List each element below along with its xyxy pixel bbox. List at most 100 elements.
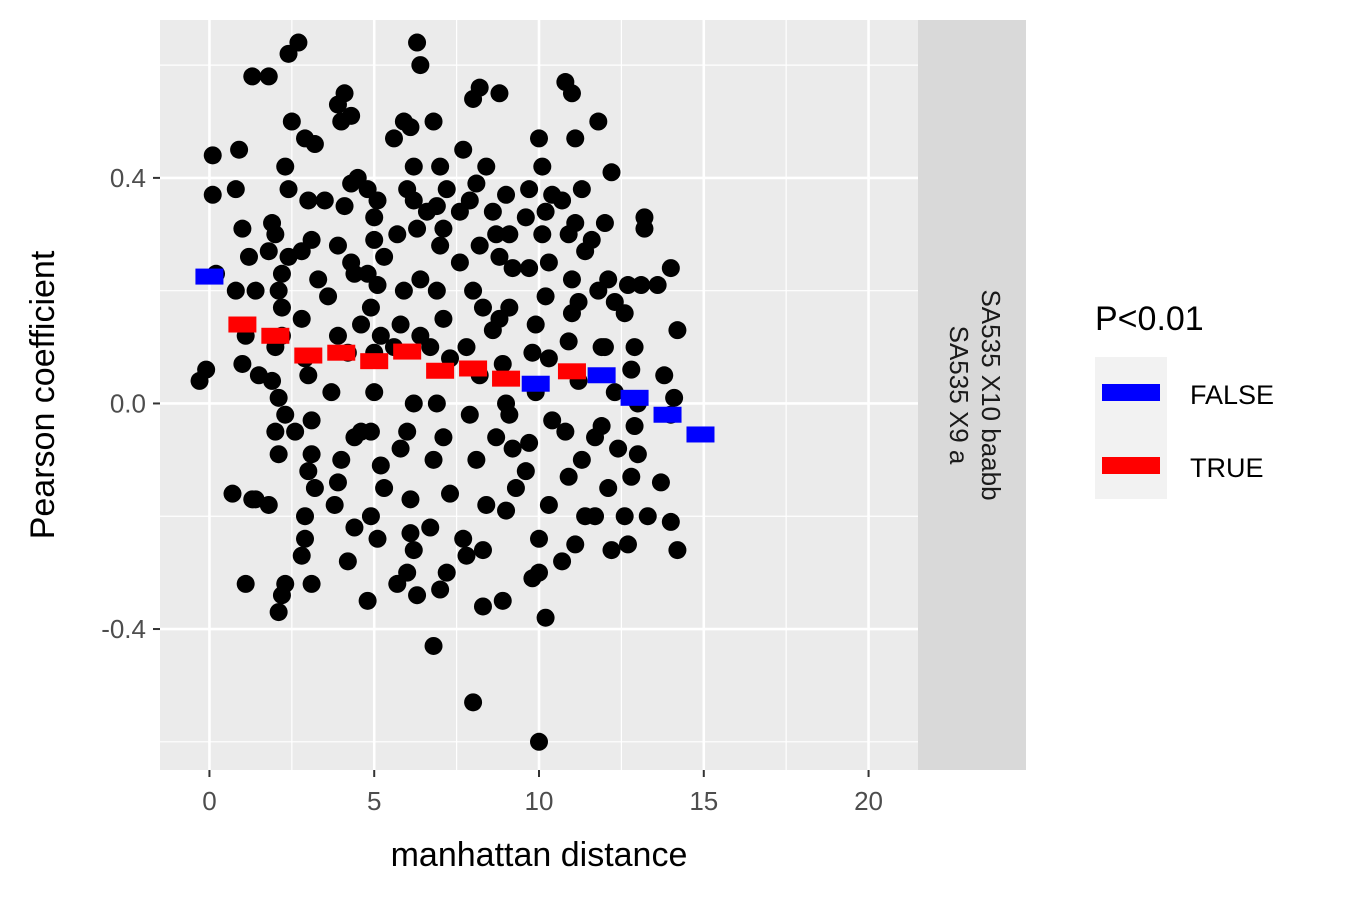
scatter-point <box>286 422 305 441</box>
scatter-point <box>615 507 634 526</box>
scatter-point <box>421 518 440 537</box>
y-axis-title: Pearson coefficient <box>24 250 62 539</box>
scatter-point <box>625 338 644 357</box>
y-axis: -0.4 0.0 0.4 <box>101 163 160 644</box>
scatter-point <box>434 219 453 238</box>
scatter-point <box>599 270 618 289</box>
scatter-point <box>483 202 502 221</box>
scatter-point <box>266 225 285 244</box>
scatter-point <box>279 180 298 199</box>
legend-key-false <box>1102 384 1160 401</box>
series-true-mark <box>327 344 356 361</box>
scatter-point <box>506 479 525 498</box>
scatter-point <box>632 276 651 295</box>
scatter-point <box>424 636 443 655</box>
scatter-point <box>223 484 242 503</box>
scatter-point <box>424 112 443 131</box>
scatter-point <box>582 230 601 249</box>
scatter-point <box>299 366 318 385</box>
series-true-mark <box>459 360 488 377</box>
scatter-point <box>661 259 680 278</box>
scatter-point <box>404 191 423 210</box>
scatter-point <box>296 507 315 526</box>
scatter-point <box>226 281 245 300</box>
legend-label-false: FALSE <box>1190 380 1274 410</box>
scatter-point <box>454 140 473 159</box>
scatter-point <box>394 281 413 300</box>
scatter-point <box>543 411 562 430</box>
scatter-point <box>618 535 637 554</box>
scatter-point <box>292 546 311 565</box>
scatter-point <box>236 574 255 593</box>
scatter-point <box>470 78 489 97</box>
scatter-point <box>530 732 548 751</box>
scatter-point <box>665 388 684 407</box>
scatter-point <box>203 185 222 204</box>
scatter-point <box>566 129 585 148</box>
scatter-point <box>668 321 687 340</box>
scatter-point <box>342 253 361 272</box>
scatter-point <box>516 462 535 481</box>
scatter-point <box>490 84 509 103</box>
scatter-point <box>266 422 285 441</box>
scatter-point <box>335 197 354 216</box>
scatter-point <box>233 354 252 373</box>
scatter-point <box>398 563 417 582</box>
scatter-point <box>638 507 657 526</box>
scatter-point <box>530 129 548 148</box>
scatter-point <box>345 518 364 537</box>
scatter-point <box>424 450 443 469</box>
scatter-point <box>622 360 641 379</box>
scatter-point <box>520 180 539 199</box>
scatter-point <box>259 67 278 86</box>
scatter-point <box>497 185 516 204</box>
series-true-marks <box>228 316 586 387</box>
series-true-mark <box>360 353 389 370</box>
legend-key-true <box>1102 457 1160 474</box>
scatter-point <box>335 84 354 103</box>
scatter-point <box>487 428 506 447</box>
series-false-mark <box>686 426 715 443</box>
scatter-point <box>602 163 621 182</box>
scatter-point <box>361 298 380 317</box>
scatter-point <box>361 507 380 526</box>
scatter-point <box>661 512 680 531</box>
scatter-point <box>592 338 611 357</box>
y-tick-label: 0.4 <box>110 163 146 193</box>
scatter-point <box>477 495 496 514</box>
scatter-point <box>437 563 456 582</box>
scatter-point <box>272 298 291 317</box>
scatter-point <box>605 383 624 402</box>
x-tick-label: 10 <box>525 786 554 816</box>
scatter-point <box>269 281 288 300</box>
scatter-point <box>368 529 387 548</box>
scatter-point <box>454 529 473 548</box>
legend-label-true: TRUE <box>1190 453 1264 483</box>
scatter-point <box>500 225 519 244</box>
scatter-point <box>401 490 420 509</box>
scatter-point <box>457 338 476 357</box>
scatter-point <box>371 456 390 475</box>
scatter-point <box>431 580 450 599</box>
scatter-point <box>411 270 430 289</box>
scatter-point <box>342 106 361 125</box>
scatter-point <box>259 495 278 514</box>
scatter-point <box>533 225 552 244</box>
scatter-point <box>457 546 476 565</box>
series-false-mark <box>521 375 550 392</box>
scatter-point <box>609 439 628 458</box>
series-false-mark <box>195 268 224 285</box>
scatter-point <box>503 439 522 458</box>
scatter-point <box>562 84 581 103</box>
scatter-point <box>493 354 512 373</box>
scatter-point <box>404 541 423 560</box>
scatter-point <box>599 479 618 498</box>
facet-strip-label-2: SA535 X9 a <box>944 326 974 465</box>
scatter-point <box>559 225 578 244</box>
scatter-point <box>292 309 311 328</box>
scatter-point <box>450 202 469 221</box>
scatter-point <box>197 360 216 379</box>
scatter-point <box>408 586 427 605</box>
series-true-mark <box>294 347 323 364</box>
